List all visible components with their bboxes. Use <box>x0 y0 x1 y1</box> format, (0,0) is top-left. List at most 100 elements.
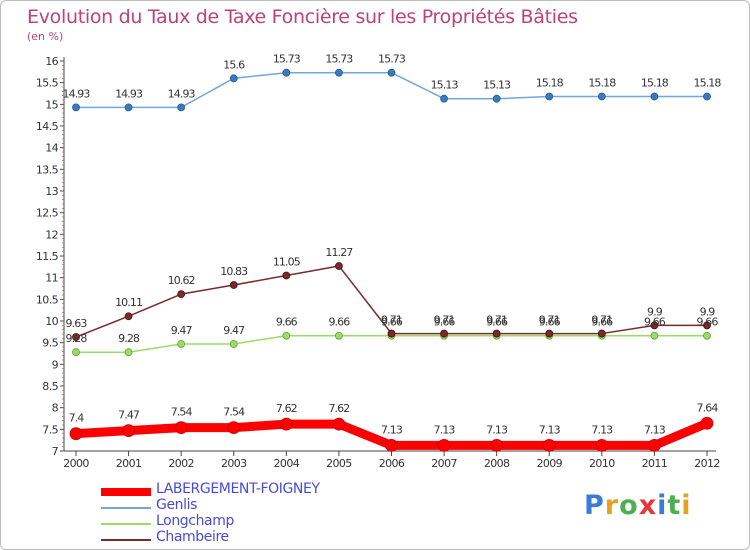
data-point <box>72 348 80 357</box>
data-label: 15.6 <box>223 58 245 71</box>
y-tick-label: 11 <box>45 272 58 285</box>
data-point <box>332 417 346 431</box>
data-label: 9.71 <box>434 314 455 327</box>
legend-item-genlis: Genlis <box>101 497 361 517</box>
data-label: 9.71 <box>539 314 560 327</box>
data-point <box>703 92 711 101</box>
data-label: 11.27 <box>325 246 353 259</box>
data-point <box>335 331 343 340</box>
y-tick-label: 15 <box>45 98 58 111</box>
data-label: 7.13 <box>381 423 403 436</box>
data-label: 9.28 <box>118 332 140 345</box>
data-label: 9.66 <box>591 316 613 329</box>
data-label: 7.62 <box>328 402 349 415</box>
data-point <box>700 416 714 430</box>
data-label: 7.13 <box>539 423 561 436</box>
data-point <box>597 92 606 101</box>
data-point <box>122 424 135 438</box>
data-point <box>650 331 659 340</box>
data-label: 14.93 <box>168 87 196 100</box>
data-point <box>595 438 609 452</box>
data-point <box>69 427 83 441</box>
legend-label: Chambeire <box>156 529 229 545</box>
legend-label: Genlis <box>156 497 198 513</box>
y-tick-label: 8 <box>52 402 59 415</box>
x-tick-label: 2008 <box>484 457 510 470</box>
data-label: 14.93 <box>115 87 143 100</box>
legend-item-labergement: LABERGEMENT-FOIGNEY <box>101 481 361 501</box>
data-label: 9.71 <box>591 314 612 327</box>
x-tick-label: 2007 <box>431 457 457 470</box>
data-point <box>124 312 133 321</box>
data-point <box>387 329 396 338</box>
data-label: 9.47 <box>223 324 245 337</box>
data-point <box>490 438 504 452</box>
data-label: 10.62 <box>168 274 195 287</box>
data-label: 9.66 <box>276 316 298 329</box>
data-label: 9.71 <box>381 314 402 327</box>
y-tick-label: 14 <box>45 142 58 155</box>
y-tick-label: 14.5 <box>36 120 59 133</box>
data-label: 15.18 <box>536 77 564 90</box>
y-tick-label: 12 <box>45 228 58 241</box>
data-point <box>440 329 448 338</box>
data-point <box>650 321 659 330</box>
data-point <box>174 421 188 435</box>
x-tick-label: 2001 <box>116 457 142 470</box>
data-point <box>703 331 711 340</box>
data-label: 10.11 <box>115 296 142 309</box>
data-point <box>545 92 554 101</box>
data-label: 15.18 <box>588 77 616 90</box>
x-tick-label: 2006 <box>379 457 405 470</box>
legend-swatch <box>101 507 151 509</box>
y-tick-label: 7.5 <box>42 423 58 436</box>
data-label: 9.9 <box>647 305 663 318</box>
legend-swatch <box>101 488 151 496</box>
logo-letter: o <box>619 490 639 521</box>
data-label: 9.66 <box>381 316 403 329</box>
data-label: 9.66 <box>697 316 719 329</box>
y-tick-label: 8.5 <box>42 380 58 393</box>
logo-letter: P <box>584 490 605 521</box>
x-tick-label: 2012 <box>694 457 720 470</box>
data-label: 11.05 <box>273 256 301 269</box>
data-label: 9.66 <box>434 316 456 329</box>
legend-item-chambeire: Chambeire <box>101 529 361 549</box>
data-label: 9.66 <box>328 316 350 329</box>
data-point <box>124 103 133 112</box>
x-tick-label: 2005 <box>326 457 352 470</box>
proxiti-logo: Proxiti <box>584 490 692 521</box>
data-label: 9.66 <box>486 316 508 329</box>
x-tick-label: 2002 <box>168 457 194 470</box>
data-label: 9.66 <box>644 316 666 329</box>
y-tick-label: 13 <box>45 185 58 198</box>
data-point <box>650 92 659 101</box>
x-tick-label: 2004 <box>274 457 300 470</box>
chart-title: Evolution du Taux de Taxe Foncière sur l… <box>27 6 578 28</box>
data-label: 15.13 <box>483 79 511 92</box>
data-point <box>72 103 80 112</box>
data-label: 7.54 <box>223 406 245 419</box>
data-point <box>335 68 343 77</box>
data-label: 7.13 <box>644 423 666 436</box>
data-point <box>492 94 501 103</box>
data-point <box>387 68 396 77</box>
data-point <box>177 290 186 299</box>
data-point <box>437 438 451 452</box>
data-label: 7.54 <box>171 406 193 419</box>
y-tick-label: 12.5 <box>36 207 59 220</box>
data-point <box>279 417 293 431</box>
legend-label: LABERGEMENT-FOIGNEY <box>156 481 320 497</box>
data-label: 9.28 <box>66 332 88 345</box>
x-tick-label: 2003 <box>221 457 247 470</box>
data-label: 7.13 <box>434 423 456 436</box>
data-label: 9.9 <box>700 305 716 318</box>
data-point <box>72 333 80 341</box>
data-label: 15.73 <box>325 53 353 66</box>
logo-letter: i <box>681 490 692 521</box>
data-point <box>229 281 238 289</box>
data-point <box>177 340 186 348</box>
data-label: 15.73 <box>378 53 406 66</box>
